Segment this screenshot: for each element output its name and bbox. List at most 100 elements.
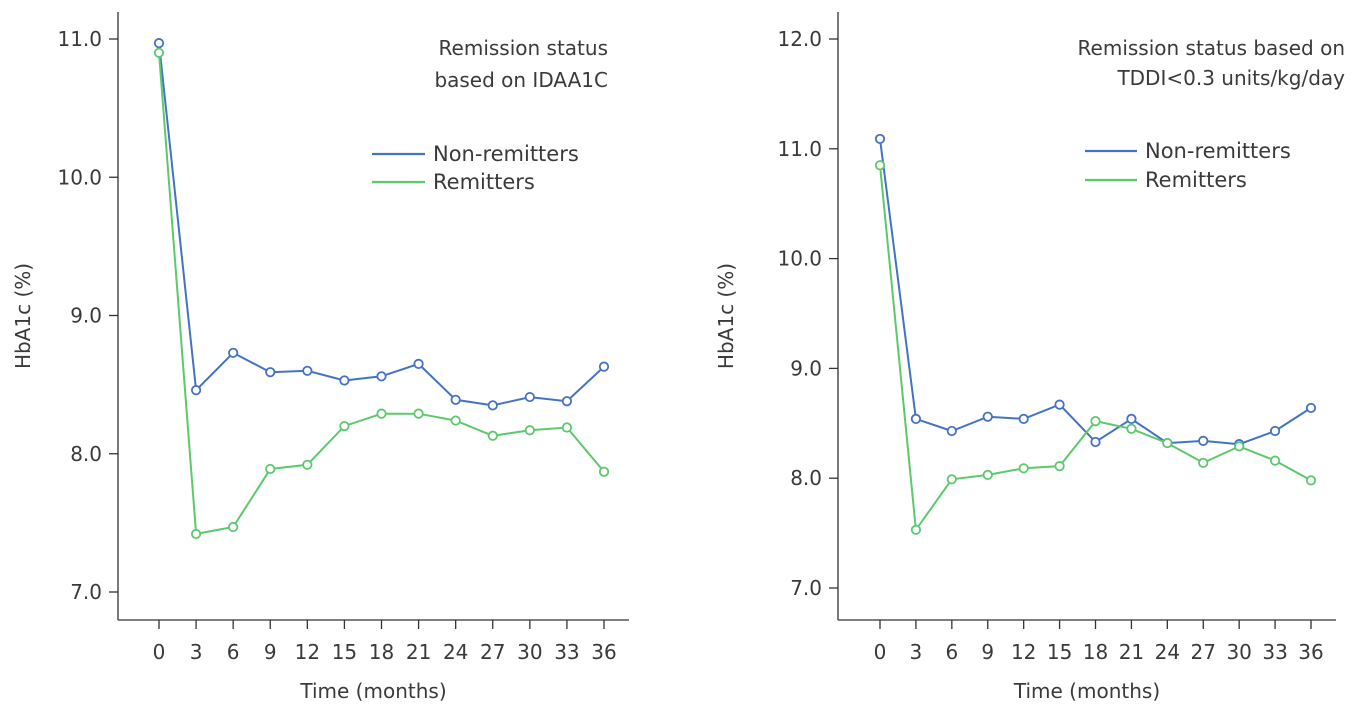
data-point <box>1198 435 1209 446</box>
data-point <box>1090 436 1101 448</box>
x-tick-label: 24 <box>1155 640 1180 664</box>
x-tick-label: 24 <box>443 640 468 664</box>
y-tick-label: 12.0 <box>777 27 822 51</box>
data-point <box>339 375 350 386</box>
data-point <box>487 430 498 441</box>
series-line <box>879 165 1312 533</box>
data-point <box>302 365 313 376</box>
x-tick-label: 21 <box>406 640 431 664</box>
data-point <box>1126 423 1137 434</box>
data-point <box>1269 425 1281 437</box>
data-point <box>450 394 461 405</box>
data-point <box>1126 413 1137 425</box>
data-point <box>1269 455 1281 466</box>
x-tick-label: 30 <box>517 640 542 664</box>
data-point <box>487 400 498 411</box>
x-tick-label: 21 <box>1119 640 1144 664</box>
data-point <box>598 466 610 477</box>
y-tick-label: 9.0 <box>790 356 822 380</box>
data-point <box>153 47 165 58</box>
data-point <box>265 463 276 475</box>
data-point <box>946 474 957 485</box>
data-point <box>153 38 165 49</box>
x-tick-label: 9 <box>981 640 994 664</box>
x-tick-label: 6 <box>227 640 240 664</box>
chart-panel-1: 7.08.09.010.011.00 3 6 9 12 15 18 21 24 27 30 33 36T… <box>11 12 629 703</box>
legend-label: Remitters <box>1145 168 1247 192</box>
x-axis-title: Time (months) <box>299 679 446 703</box>
y-tick-label: 11.0 <box>777 137 822 161</box>
x-axis-title: Time (months) <box>1013 679 1160 703</box>
x-tick-label: 15 <box>1047 640 1072 664</box>
series-line <box>158 42 605 407</box>
x-tick-label: 18 <box>369 640 394 664</box>
data-point <box>910 413 922 425</box>
x-tick-label: 3 <box>190 640 203 664</box>
series-non-remitters <box>874 133 1317 450</box>
y-tick-label: 8.0 <box>790 466 822 490</box>
y-axis-title: HbA1c (%) <box>714 263 738 369</box>
data-point <box>946 425 957 437</box>
x-tick-label: 12 <box>295 640 320 664</box>
y-tick-label: 10.0 <box>57 165 102 189</box>
data-point <box>1090 416 1101 427</box>
x-tick-label: 3 <box>910 640 923 664</box>
data-point <box>982 469 993 481</box>
data-point <box>1054 461 1065 472</box>
data-point <box>376 371 387 382</box>
annotation-line: based on IDAA1C <box>434 68 608 92</box>
x-tick-label: 30 <box>1226 640 1251 664</box>
data-point <box>190 385 202 396</box>
x-tick-label: 36 <box>591 640 616 664</box>
data-point <box>524 391 535 403</box>
data-point <box>376 408 387 419</box>
legend-label: Non-remitters <box>1145 139 1291 163</box>
data-point <box>1234 441 1245 452</box>
data-point <box>413 358 424 369</box>
data-point <box>228 347 239 358</box>
data-point <box>1198 457 1209 468</box>
x-tick-label: 36 <box>1298 640 1323 664</box>
data-point <box>1162 437 1173 449</box>
data-point <box>982 411 993 422</box>
data-point <box>1305 475 1317 486</box>
x-tick-label: 27 <box>1191 640 1216 664</box>
series-remitters <box>874 160 1317 535</box>
annotation-line: Remission status based on <box>1078 36 1345 60</box>
x-tick-label: 0 <box>874 640 887 664</box>
series-line <box>158 52 605 536</box>
y-tick-label: 10.0 <box>777 247 822 271</box>
legend-label: Remitters <box>433 170 535 194</box>
x-tick-label: 12 <box>1011 640 1036 664</box>
data-point <box>450 415 461 426</box>
x-tick-label: 6 <box>945 640 958 664</box>
data-point <box>339 420 350 432</box>
data-point <box>1054 399 1065 410</box>
data-point <box>1305 402 1317 414</box>
y-tick-label: 11.0 <box>57 27 102 51</box>
data-point <box>874 160 886 171</box>
data-point <box>413 408 424 419</box>
x-tick-label: 33 <box>1262 640 1287 664</box>
data-point <box>874 133 886 145</box>
data-point <box>598 361 610 372</box>
y-tick-label: 7.0 <box>790 576 822 600</box>
data-point <box>1018 413 1029 425</box>
y-tick-label: 8.0 <box>70 442 102 466</box>
data-point <box>302 459 313 470</box>
data-point <box>1018 463 1029 474</box>
x-tick-label: 15 <box>332 640 357 664</box>
series-non-remitters <box>153 38 610 411</box>
annotation-line: TDDI<0.3 units/kg/day <box>1116 66 1345 90</box>
data-point <box>265 367 276 378</box>
data-point <box>190 528 202 540</box>
x-tick-label: 27 <box>480 640 505 664</box>
data-point <box>228 521 239 533</box>
data-point <box>524 425 535 436</box>
x-tick-label: 0 <box>153 640 166 664</box>
chart-panel-2: 7.08.09.010.011.012.00 3 6 9 12 15 18 21 24 27 30 3… <box>714 12 1345 703</box>
annotation-line: Remission status <box>439 36 608 60</box>
y-tick-label: 9.0 <box>70 304 102 328</box>
legend-label: Non-remitters <box>433 142 579 166</box>
